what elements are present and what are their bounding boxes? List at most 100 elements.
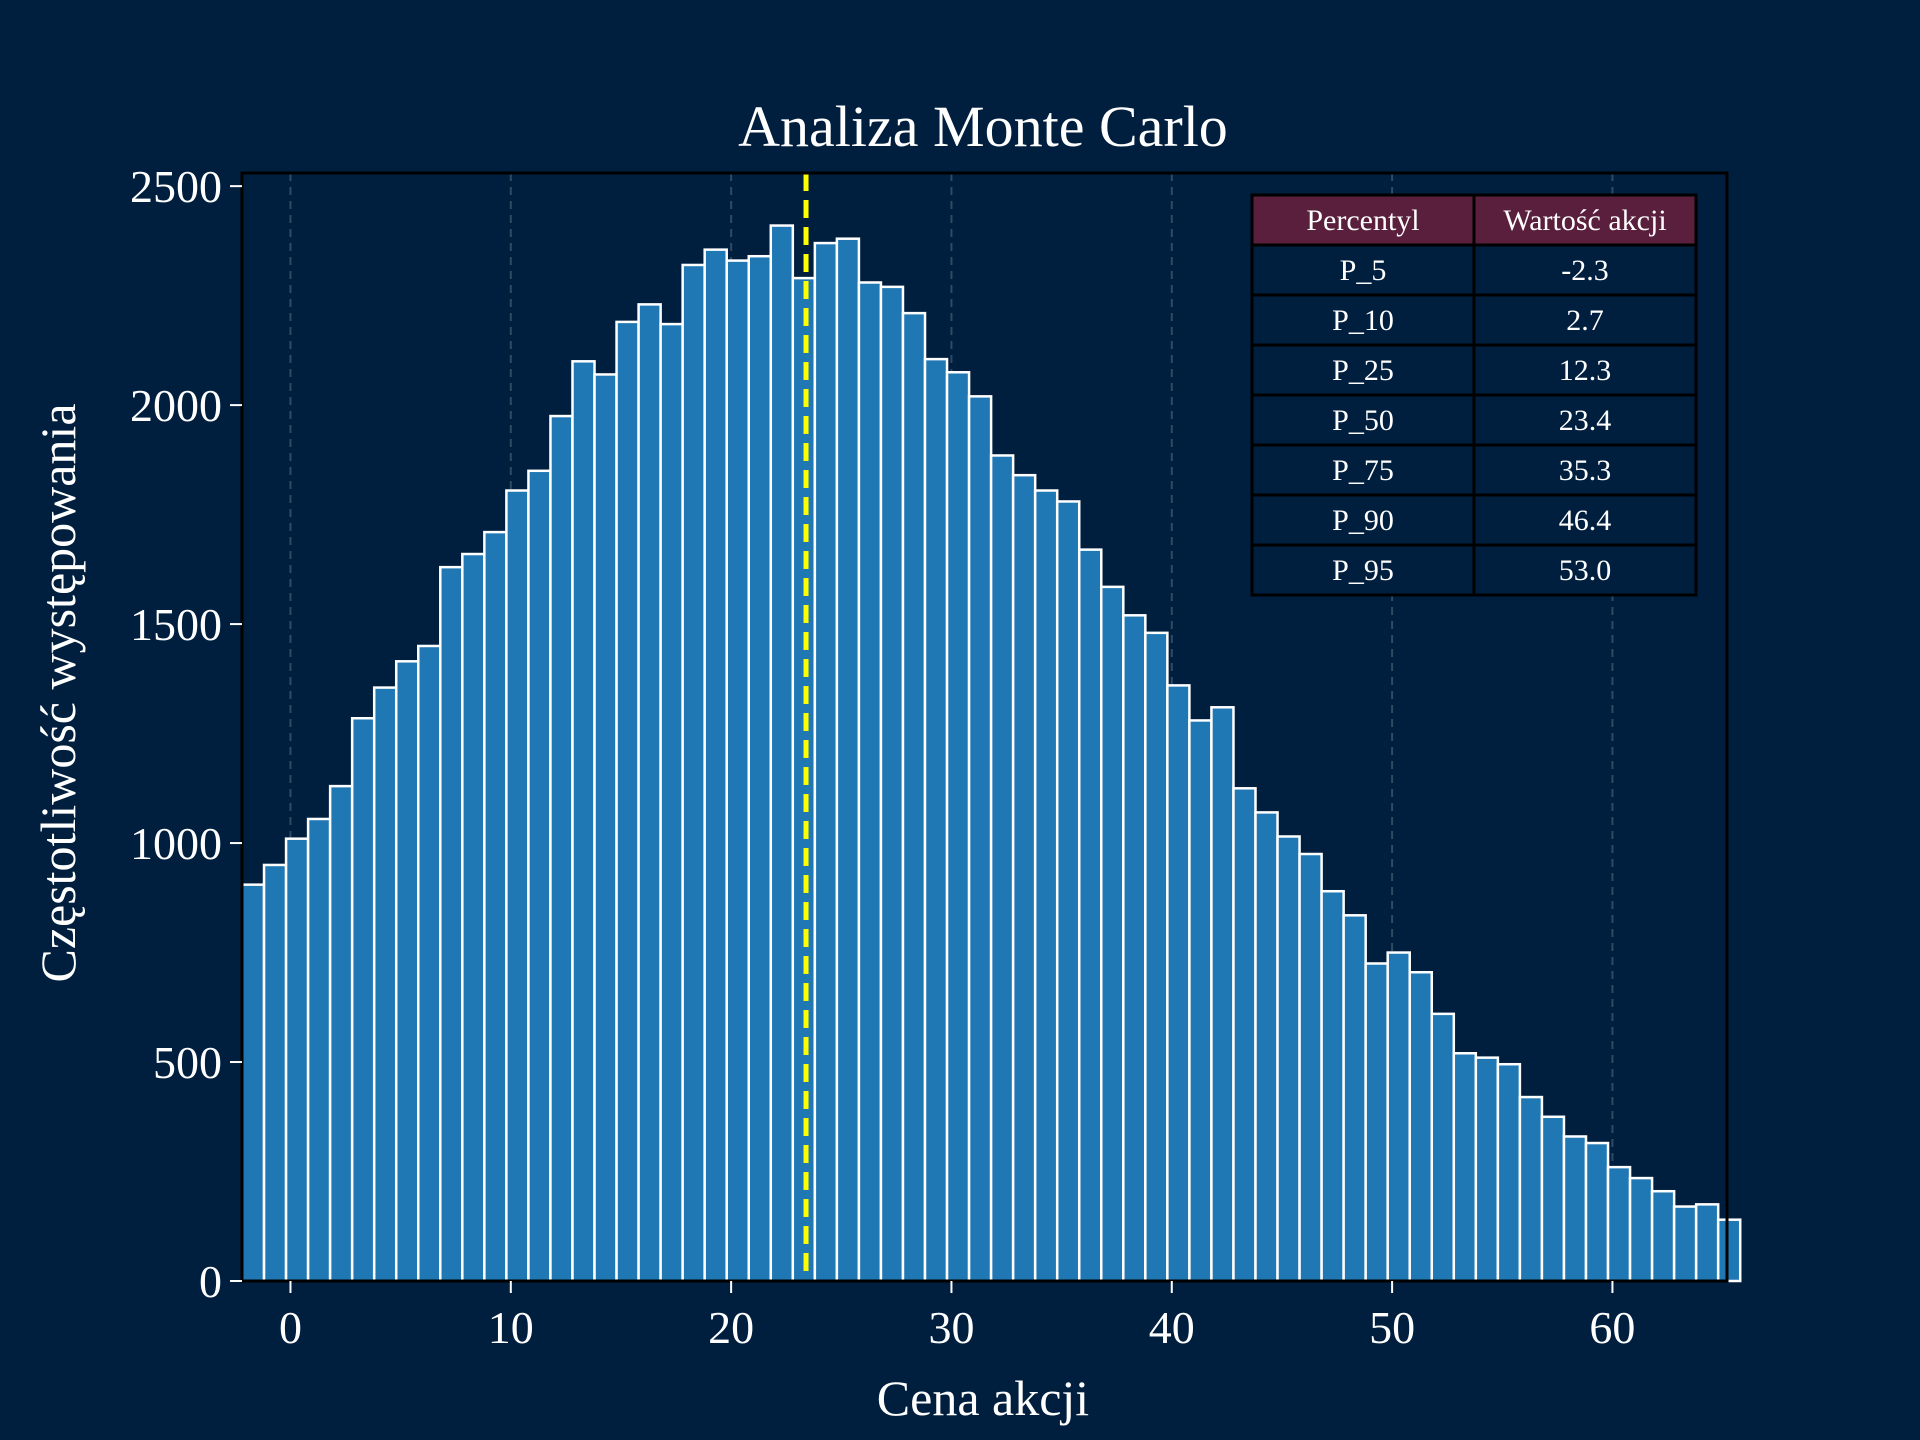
histogram-bar: [813, 241, 839, 1283]
histogram-bar: [659, 322, 684, 1283]
y-axis-label: Częstotliwość występowania: [30, 403, 86, 982]
chart-title: Analiza Monte Carlo: [738, 94, 1228, 159]
histogram-bar: [1342, 914, 1367, 1283]
x-axis: 0 10 20 30 40 50 60: [279, 1281, 1635, 1353]
histogram-bar: [879, 285, 905, 1283]
table-cell-text: 35.3: [1559, 454, 1612, 487]
table-cell-text: P_75: [1332, 454, 1394, 487]
histogram-bar: [1716, 1218, 1742, 1283]
y-tick-label: 2000: [130, 380, 222, 431]
histogram-bar: [1320, 889, 1345, 1283]
histogram-bar: [1386, 951, 1411, 1283]
histogram-bar: [989, 454, 1015, 1283]
histogram-bar: [1452, 1052, 1478, 1283]
table-cell-text: 12.3: [1559, 354, 1612, 387]
histogram-bar: [328, 784, 354, 1283]
plot-frame: [240, 171, 1729, 1283]
histogram-bar: [1496, 1062, 1522, 1283]
percentile-table: Percentyl Wartość akcji P_5 -2.3 P_10 2.7 P_25…: [1250, 193, 1698, 597]
histogram-bar: [1100, 585, 1125, 1283]
histogram-bar: [549, 414, 574, 1283]
histogram-bar: [747, 254, 773, 1283]
histogram-bar: [835, 237, 861, 1283]
histogram-bar: [901, 311, 927, 1283]
histogram-bar: [461, 552, 486, 1283]
table-header-text: Percentyl: [1306, 204, 1419, 237]
y-axis: 0 500 1000 1500 2000 2500: [130, 161, 242, 1307]
table-cell-text: P_90: [1332, 504, 1394, 537]
histogram-bars: [240, 224, 1742, 1283]
y-tick-label: 1000: [130, 818, 222, 869]
histogram-bar: [1166, 684, 1191, 1283]
x-tick-label: 10: [488, 1302, 534, 1353]
histogram-bar: [1011, 473, 1037, 1283]
histogram-bar: [262, 863, 288, 1283]
histogram-bar: [1650, 1189, 1676, 1283]
histogram-bar: [306, 817, 332, 1283]
histogram-bar: [1694, 1203, 1720, 1283]
histogram-bar: [1232, 787, 1257, 1283]
x-tick-label: 60: [1589, 1302, 1635, 1353]
histogram-bar: [527, 469, 552, 1283]
histogram-bar: [1672, 1205, 1698, 1283]
histogram-bar: [725, 259, 751, 1283]
table-cell-text: P_50: [1332, 404, 1394, 437]
y-tick-label: 0: [199, 1256, 222, 1307]
histogram-bar: [1144, 631, 1169, 1283]
x-tick-label: 50: [1369, 1302, 1415, 1353]
histogram-bar: [1562, 1135, 1588, 1283]
histogram-bar: [372, 686, 398, 1283]
histogram-bar: [945, 371, 971, 1283]
histogram-bar: [681, 263, 706, 1283]
histogram-bar: [483, 530, 508, 1283]
table-cell-text: -2.3: [1561, 254, 1609, 287]
histogram-bar: [1628, 1176, 1654, 1283]
histogram-bar: [284, 837, 310, 1283]
table-cell-text: 23.4: [1559, 404, 1612, 437]
table-cell-text: P_5: [1340, 254, 1387, 287]
histogram-bar: [615, 320, 640, 1283]
histogram-bar: [571, 360, 596, 1283]
table-cell: [1472, 243, 1698, 297]
table-cell: [1472, 393, 1698, 447]
histogram-bar: [1033, 489, 1059, 1283]
histogram-bar: [1298, 852, 1323, 1283]
table-cell: [1472, 543, 1698, 597]
table-cell: [1250, 243, 1476, 297]
histogram-bar: [1584, 1141, 1610, 1283]
histogram-bar: [417, 644, 442, 1283]
table-cell-text: 2.7: [1566, 304, 1604, 337]
histogram-bar: [1077, 548, 1103, 1283]
histogram-bar: [505, 489, 530, 1283]
table-cell-text: 46.4: [1559, 504, 1612, 537]
histogram-bar: [1430, 1012, 1456, 1283]
histogram-bar: [1276, 835, 1301, 1283]
table-cell-text: P_95: [1332, 554, 1394, 587]
table-cell-text: P_25: [1332, 354, 1394, 387]
x-axis-label: Cena akcji: [877, 1370, 1089, 1426]
histogram-bar: [1474, 1056, 1500, 1283]
x-tick-label: 0: [279, 1302, 302, 1353]
histogram-bar: [1408, 970, 1434, 1283]
histogram-bar: [1518, 1095, 1544, 1283]
histogram-bar: [1210, 706, 1235, 1283]
histogram-bar: [593, 373, 618, 1283]
histogram-bar: [240, 883, 266, 1283]
table-cell-text: 53.0: [1559, 554, 1612, 587]
histogram-bar: [350, 716, 376, 1283]
y-tick-label: 1500: [130, 599, 222, 650]
table-header-text: Wartość akcji: [1503, 204, 1666, 237]
y-tick-label: 500: [153, 1037, 222, 1088]
histogram-bar: [394, 660, 420, 1283]
histogram-bar: [1055, 500, 1081, 1283]
histogram-bar: [1254, 811, 1279, 1283]
histogram-bar: [1364, 962, 1389, 1283]
histogram-bar: [857, 281, 883, 1283]
table-cell-text: P_10: [1332, 304, 1394, 337]
table-header-cell: [1472, 193, 1698, 247]
table-cell: [1472, 443, 1698, 497]
histogram-bar: [769, 224, 795, 1283]
histogram-bar: [967, 395, 993, 1283]
x-tick-label: 30: [928, 1302, 974, 1353]
histogram-bar: [1188, 719, 1213, 1283]
